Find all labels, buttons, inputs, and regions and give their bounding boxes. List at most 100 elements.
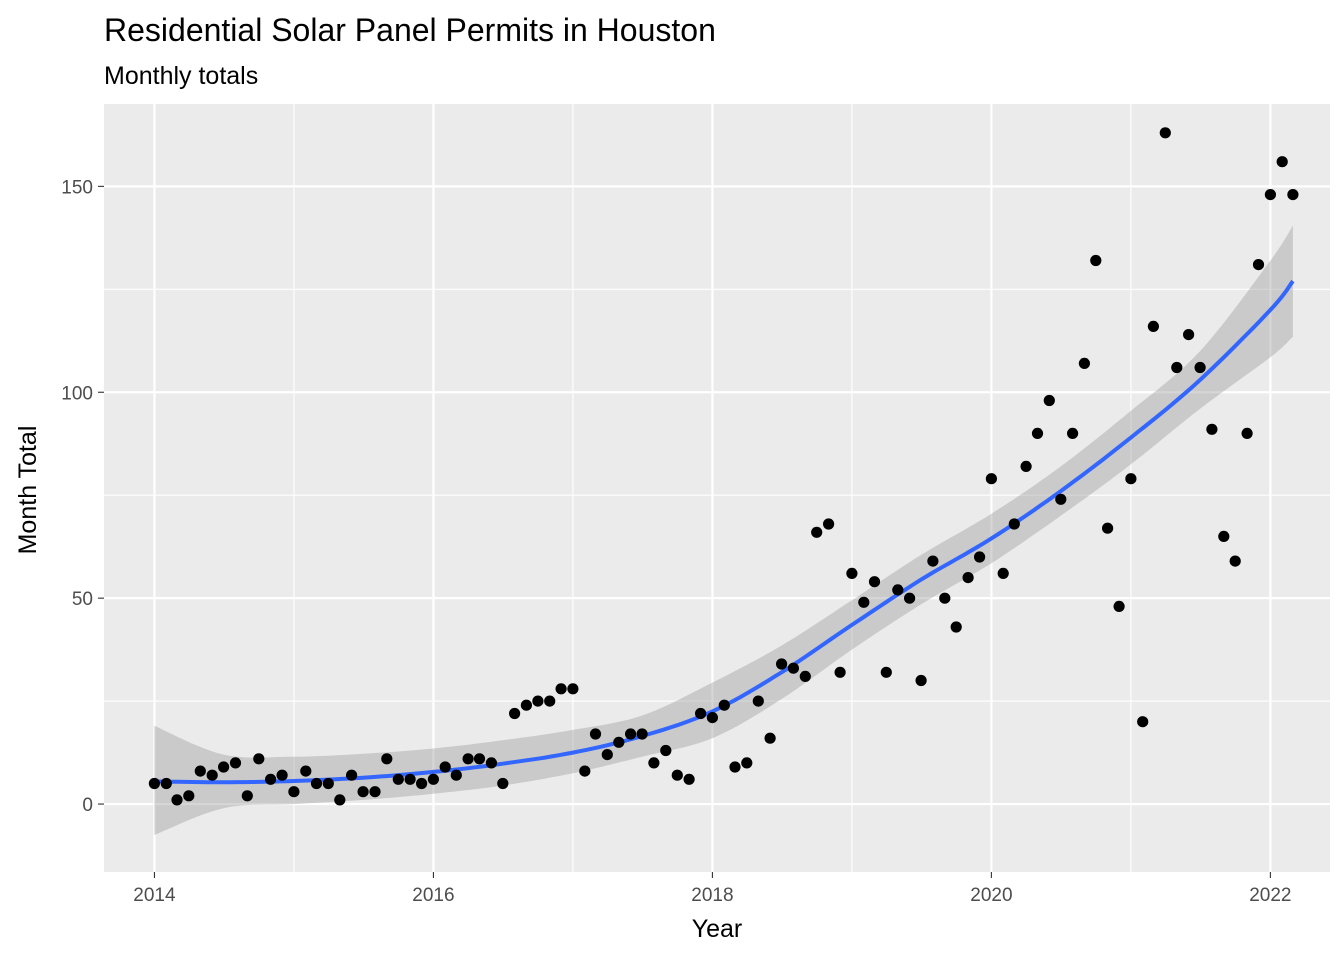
data-point <box>997 567 1009 580</box>
y-axis-title: Month Total <box>14 426 42 555</box>
data-point <box>671 769 683 781</box>
data-point <box>160 777 172 790</box>
data-point <box>962 572 974 584</box>
data-point <box>473 753 486 765</box>
data-point <box>729 761 741 773</box>
data-point <box>1264 189 1276 201</box>
data-point <box>218 761 230 773</box>
data-point <box>1287 189 1299 201</box>
data-point <box>625 728 637 740</box>
data-point <box>381 753 393 765</box>
data-point <box>555 683 567 695</box>
data-point <box>497 777 509 790</box>
data-point <box>206 769 218 781</box>
data-point <box>276 769 288 781</box>
data-point <box>613 736 625 748</box>
data-point <box>183 790 195 802</box>
data-point <box>787 662 800 674</box>
data-point <box>462 753 474 765</box>
data-point <box>241 790 253 802</box>
data-point <box>1183 329 1195 341</box>
y-tick-label: 50 <box>72 589 93 610</box>
x-tick-label: 2016 <box>412 885 454 906</box>
x-tick-label: 2022 <box>1249 885 1291 906</box>
data-point <box>171 794 183 806</box>
data-point <box>811 526 823 538</box>
data-point <box>741 757 753 769</box>
data-point <box>346 769 358 781</box>
data-point <box>520 699 533 711</box>
data-point <box>1194 361 1206 374</box>
chart-subtitle: Monthly totals <box>104 62 258 90</box>
data-point <box>1206 423 1218 435</box>
y-axis-ticks: 0 50 100 150 <box>61 177 104 816</box>
data-point <box>450 769 462 781</box>
data-point <box>1102 522 1114 534</box>
y-tick-label: 0 <box>82 795 93 816</box>
data-point <box>764 732 776 744</box>
x-tick-label: 2014 <box>133 885 176 906</box>
data-point <box>532 695 544 707</box>
data-point <box>1067 427 1079 439</box>
data-point <box>1008 518 1020 530</box>
data-point <box>904 592 916 604</box>
data-point <box>1218 530 1230 543</box>
data-point <box>1147 320 1159 332</box>
data-point <box>416 777 428 790</box>
grid-minor <box>104 104 1330 872</box>
data-point <box>1055 493 1067 505</box>
x-axis-ticks: 2014 2016 2018 2020 2022 <box>133 872 1292 906</box>
data-point <box>579 765 591 777</box>
data-point <box>1043 394 1055 407</box>
data-point <box>427 773 439 785</box>
grid-major <box>104 104 1330 872</box>
data-point <box>636 728 648 740</box>
data-point <box>683 773 695 785</box>
data-point <box>1078 357 1090 369</box>
data-point <box>1031 427 1044 439</box>
y-tick-label: 150 <box>61 177 93 198</box>
data-point <box>834 666 846 678</box>
data-point <box>950 621 962 633</box>
data-point <box>288 786 300 798</box>
data-point <box>706 712 719 724</box>
data-point <box>776 658 788 670</box>
data-point <box>1125 473 1137 485</box>
data-point <box>369 786 381 798</box>
data-point <box>868 576 881 588</box>
confidence-band <box>154 225 1293 835</box>
data-point <box>253 753 265 765</box>
data-point <box>985 473 998 485</box>
data-point <box>1229 555 1241 567</box>
data-point <box>439 761 451 773</box>
data-point <box>846 567 858 580</box>
data-point <box>392 773 404 785</box>
plot-panel <box>104 104 1330 872</box>
data-point <box>648 757 660 769</box>
data-point <box>300 765 312 777</box>
data-point <box>544 695 556 707</box>
x-axis-title: Year <box>692 915 743 943</box>
x-tick-label: 2020 <box>970 885 1012 906</box>
data-point <box>823 518 835 530</box>
data-point <box>322 777 334 790</box>
confidence-band-layer <box>154 225 1293 835</box>
data-point <box>589 728 602 740</box>
data-point <box>858 596 870 608</box>
data-point <box>1090 254 1102 267</box>
points-layer <box>148 127 1299 806</box>
data-point <box>799 670 811 683</box>
data-point <box>939 592 951 604</box>
data-point <box>485 757 497 769</box>
data-point <box>1020 460 1032 472</box>
data-point <box>880 666 892 678</box>
data-point <box>229 757 242 769</box>
data-point <box>1171 361 1183 374</box>
data-point <box>1276 156 1288 168</box>
data-point <box>310 777 323 790</box>
data-point <box>508 707 521 720</box>
data-point <box>194 765 206 777</box>
data-point <box>567 683 579 695</box>
data-point <box>265 773 277 785</box>
